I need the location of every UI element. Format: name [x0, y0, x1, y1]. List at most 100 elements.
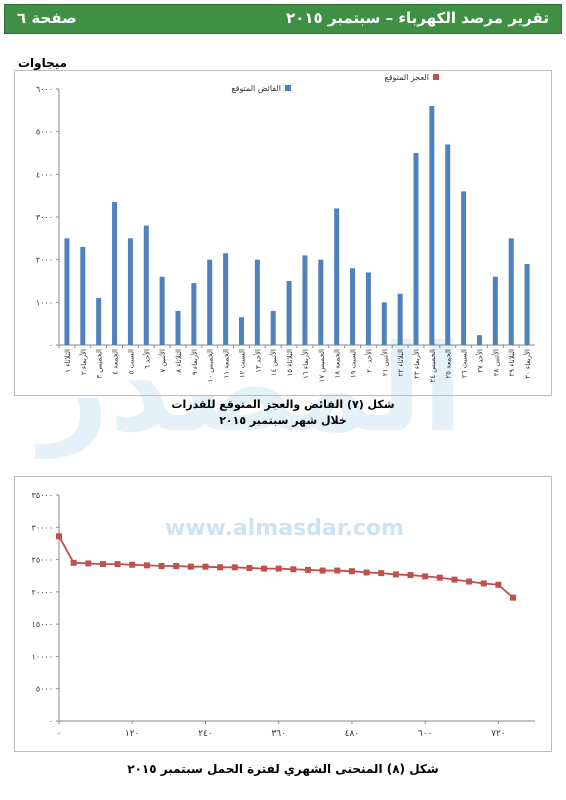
x-tick-label: ٠: [57, 729, 62, 739]
x-tick-label: الخميس ٣: [96, 349, 104, 379]
data-point: [319, 567, 326, 574]
data-point: [114, 561, 121, 568]
data-point: [451, 576, 458, 583]
bar: [365, 272, 371, 345]
bar: [223, 253, 229, 345]
bar: [127, 238, 133, 345]
y-tick-label: ١٥٠٠٠: [32, 620, 53, 629]
data-point: [378, 570, 385, 577]
data-point: [422, 573, 429, 580]
bar: [524, 263, 530, 345]
x-tick-label: الثلاثاء ٨: [175, 349, 183, 373]
y-tick-label: ١٠٠٠٠: [32, 652, 53, 661]
bar: [143, 225, 149, 345]
bar: [508, 238, 514, 345]
x-tick-label: ٢٤٠: [198, 729, 213, 739]
bar: [429, 106, 435, 345]
data-point: [202, 563, 209, 570]
data-point: [436, 574, 443, 581]
y-tick-label: ٠: [49, 341, 53, 350]
bar: [64, 238, 70, 345]
x-tick-label: ٦٠٠: [418, 729, 433, 739]
y-tick-label: ١٠٠٠: [36, 298, 53, 307]
page-number: صفحة ٦: [17, 9, 77, 27]
y-tick-label: ٦٠٠٠: [36, 85, 53, 94]
data-point: [363, 569, 370, 576]
bar: [302, 255, 308, 345]
chart2-caption: شكل (٨) المنحنى الشهري لفترة الحمل سبتمب…: [127, 762, 439, 776]
bar: [286, 281, 292, 345]
y-tick-label: ٢٠٠٠٠: [32, 588, 53, 597]
y-tick-label: ٤٠٠٠: [36, 170, 53, 179]
data-point: [275, 565, 282, 572]
bar: [254, 259, 260, 345]
x-tick-label: الأربعاء ٢: [79, 349, 88, 375]
y-tick-label: ٠: [49, 717, 53, 726]
bar: [445, 144, 451, 345]
x-tick-label: الجمعة ٤: [112, 349, 120, 375]
data-point: [348, 568, 355, 575]
data-point: [334, 567, 341, 574]
x-tick-label: ٣٦٠: [271, 729, 286, 739]
bar: [80, 246, 86, 345]
bar: [381, 302, 387, 345]
y-tick-label: ٣٥٠٠٠: [32, 491, 53, 500]
data-point: [217, 564, 224, 571]
x-tick-label: الأثنين ٢٨: [491, 349, 500, 376]
data-point: [99, 561, 106, 568]
data-point: [246, 564, 253, 571]
data-point: [231, 564, 238, 571]
x-tick-label: الأثنين ٢١: [380, 349, 389, 376]
y-tick-label: ٢٥٠٠٠: [32, 556, 53, 565]
surplus-deficit-bar-chart: ٠ ١٠٠٠ ٢٠٠٠ ٣٠٠٠ ٤٠٠٠ ٥٠٠٠ ٦٠٠٠ الفائض المتوقع ا…: [36, 73, 535, 382]
x-tick-label: الثلاثاء ١٥: [286, 349, 294, 377]
bar: [270, 310, 276, 345]
data-point: [480, 580, 487, 587]
chart1-frame: ٠ ١٠٠٠ ٢٠٠٠ ٣٠٠٠ ٤٠٠٠ ٥٠٠٠ ٦٠٠٠ الفائض المتوقع ا…: [14, 70, 552, 396]
legend-swatch-surplus: [285, 85, 291, 91]
data-point: [56, 533, 62, 540]
data-point: [510, 594, 517, 601]
bar: [350, 268, 356, 345]
x-tick-label: الجمعة ١٨: [334, 349, 342, 379]
data-point: [392, 571, 399, 578]
chart1-caption-line2: خلال شهر سبتمبر ٢٠١٥: [219, 414, 347, 427]
y-tick-label: ٣٠٠٠: [36, 213, 53, 222]
x-tick-label: السبت ١٩: [350, 349, 358, 378]
bar: [318, 259, 324, 345]
x-tick-label: الأربعاء ٣٠: [523, 349, 532, 379]
y-tick-label: ٥٠٠٠: [36, 685, 53, 694]
x-tick-label: الثلاثاء ٢٩: [508, 349, 516, 377]
bar: [112, 202, 118, 345]
data-point: [290, 566, 297, 573]
x-tick-label: الجمعة ١١: [223, 349, 231, 379]
y-tick-label: ٥٠٠٠: [36, 128, 53, 137]
bar: [96, 298, 102, 345]
x-tick-label: الأحد ٦: [142, 349, 151, 369]
x-tick-label: السبت ٢٦: [461, 349, 469, 378]
x-tick-label: ١٢٠: [125, 729, 140, 739]
x-tick-label: الأحد ١٣: [253, 349, 262, 373]
watermark-logo: المصدر: [40, 320, 467, 459]
bar: [207, 259, 213, 345]
bar: [492, 276, 498, 345]
data-point: [70, 559, 77, 566]
watermark-url: www.almasdar.com: [165, 516, 404, 541]
data-point: [129, 561, 136, 568]
y-tick-label: ٣٠٠٠٠: [32, 523, 53, 532]
x-tick-label: الأثنين ٧: [158, 349, 167, 372]
x-tick-label: السبت ٥: [127, 349, 135, 374]
x-tick-label: ٤٨٠: [345, 729, 360, 739]
report-header: تقرير مرصد الكهرباء – سبتمبر ٢٠١٥ صفحة ٦: [4, 4, 562, 34]
bar: [461, 191, 467, 345]
data-point: [495, 581, 502, 588]
data-point: [158, 563, 165, 570]
bar: [476, 335, 482, 345]
bar: [191, 283, 197, 345]
data-point: [407, 572, 414, 579]
bar: [159, 276, 165, 345]
bar: [238, 317, 244, 345]
x-tick-label: الأربعاء ٩: [190, 349, 199, 375]
bar: [397, 293, 403, 345]
data-point: [304, 566, 311, 573]
